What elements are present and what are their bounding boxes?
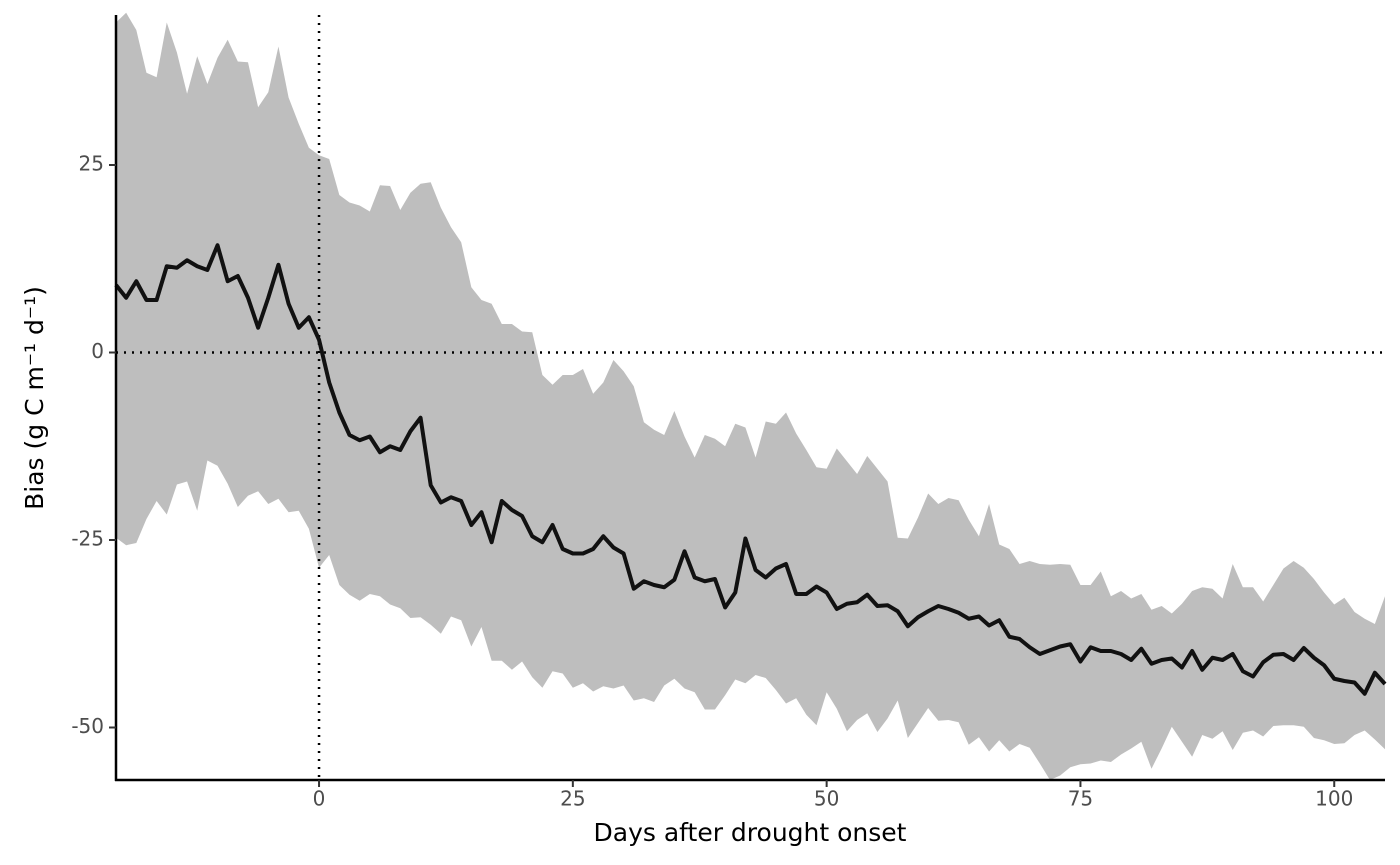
x-tick-label: 100: [1315, 787, 1353, 811]
x-tick-label: 0: [313, 787, 326, 811]
y-tick-label: 25: [79, 152, 104, 176]
y-tick-label: 0: [91, 339, 104, 363]
x-tick-label: 25: [560, 787, 585, 811]
line: [114, 243, 1387, 696]
x-tick-label: 50: [814, 787, 839, 811]
y-tick-label: -25: [71, 527, 104, 551]
x-axis-title: Days after drought onset: [594, 818, 907, 847]
y-axis-title: Bias (g C m⁻¹ d⁻¹): [20, 286, 49, 510]
y-tick-label: -50: [71, 714, 104, 738]
ribbon: [116, 12, 1385, 780]
x-tick-label: 75: [1068, 787, 1093, 811]
